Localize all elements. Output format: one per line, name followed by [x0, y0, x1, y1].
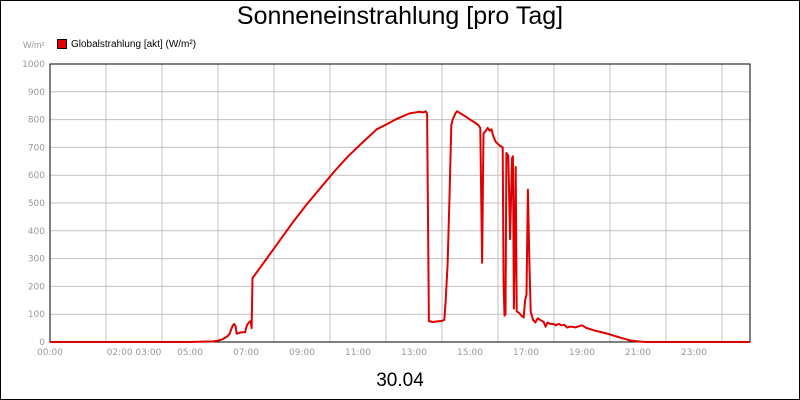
x-tick-label: 11:00 — [345, 348, 371, 358]
x-tick-label: 15:00 — [457, 348, 483, 358]
x-tick-label: 07:00 — [233, 348, 259, 358]
date-label: 30.04 — [376, 370, 424, 391]
x-tick-label: 17:00 — [513, 348, 539, 358]
y-tick-label: 0 — [39, 338, 45, 348]
y-tick-label: 600 — [28, 171, 45, 181]
legend-swatch — [57, 39, 67, 49]
x-tick-label: 02:00 03:00 — [107, 348, 162, 358]
x-tick-label: 00:00 — [37, 348, 63, 358]
x-tick-label: 05:00 — [177, 348, 203, 358]
y-tick-label: 800 — [28, 116, 45, 126]
x-tick-label: 09:00 — [289, 348, 315, 358]
y-tick-label: 500 — [28, 199, 45, 209]
x-tick-label: 21:00 — [625, 348, 651, 358]
y-tick-label: 700 — [28, 143, 45, 153]
legend-label: Globalstrahlung [akt] (W/m²) — [71, 38, 197, 50]
plot-border — [49, 63, 751, 343]
x-tick-label: 19:00 — [569, 348, 595, 358]
series-line-globalstrahlung — [50, 110, 750, 343]
legend: Globalstrahlung [akt] (W/m²) — [57, 38, 196, 50]
x-tick-label: 23:00 — [681, 348, 707, 358]
y-tick-label: 200 — [28, 282, 45, 292]
y-tick-label: 300 — [28, 255, 45, 265]
y-tick-label: 900 — [28, 88, 45, 98]
y-tick-label: 1000 — [22, 60, 45, 70]
y-unit-label: W/m² — [23, 40, 45, 50]
x-tick-label: 13:00 — [401, 348, 427, 358]
chart-title: Sonneneinstrahlung [pro Tag] — [236, 2, 564, 30]
y-tick-label: 400 — [28, 227, 45, 237]
y-tick-label: 100 — [28, 310, 45, 320]
